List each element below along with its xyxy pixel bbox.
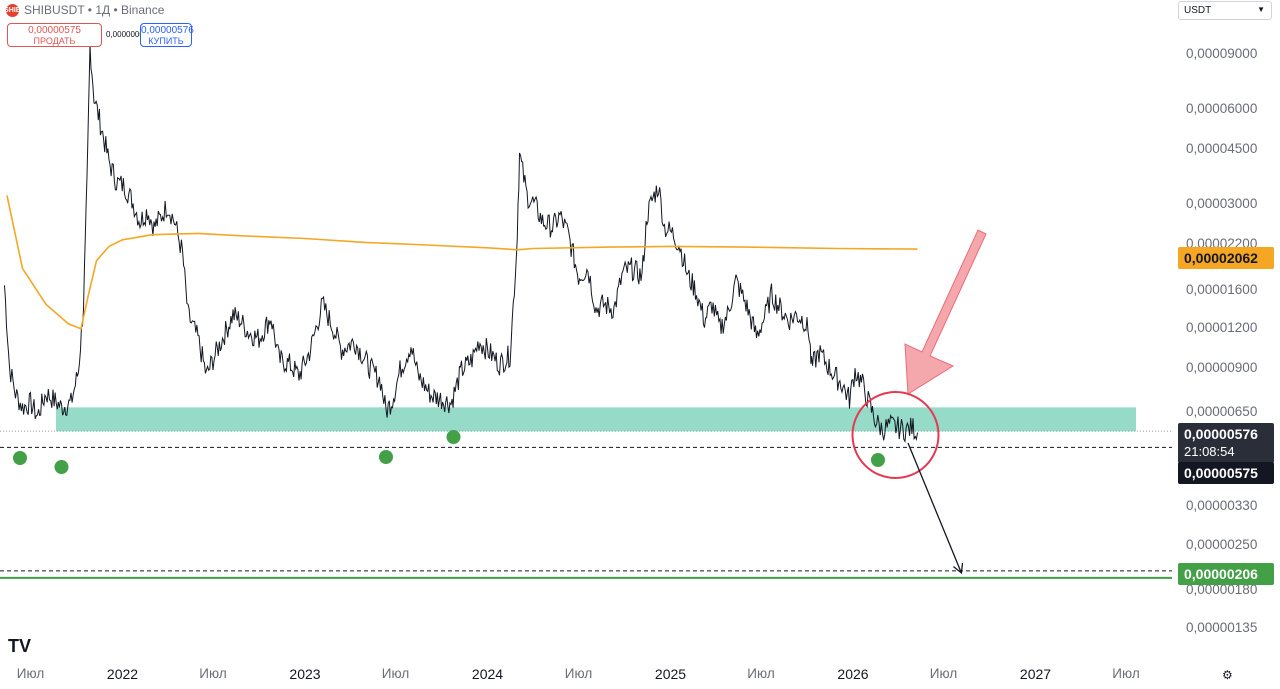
price-tick-label: 0,00000250 [1186, 537, 1258, 552]
price-tick-label: 0,00001200 [1186, 320, 1258, 335]
price-tick-label: 0,00000650 [1186, 404, 1258, 419]
bid-price-badge: 0,00000575 [1178, 462, 1274, 484]
currency-value: USDT [1184, 5, 1212, 16]
time-tick-label: Июл [1112, 666, 1140, 681]
currency-select[interactable]: USDT ▼ [1178, 1, 1272, 20]
settings-icon[interactable]: ⚙ [1222, 668, 1233, 682]
chevron-down-icon: ▼ [1257, 5, 1265, 14]
spread-value: 0,00000001 [106, 30, 149, 39]
time-tick-label: 2024 [471, 666, 504, 682]
ma-price-badge: 0,00002062 [1178, 247, 1274, 269]
moving-average-line[interactable] [6, 195, 918, 330]
low-marker[interactable] [54, 460, 69, 474]
price-axis[interactable]: 0,00009000 0,00006000 0,00004500 0,00003000… [1172, 0, 1280, 689]
time-tick-label: Июл [381, 666, 410, 681]
time-tick-label: Июл [199, 666, 227, 681]
low-marker[interactable] [379, 450, 393, 464]
time-tick-label: 2026 [837, 666, 869, 682]
low-marker[interactable] [871, 453, 885, 467]
last-price-badge: 0,00000576 21:08:54 [1178, 423, 1274, 463]
time-tick-label: Июл [929, 666, 958, 681]
symbol-line: SHIBUSDT • 1Д • Binance [24, 3, 165, 17]
price-tick-label: 0,00000900 [1186, 360, 1258, 375]
price-chart[interactable] [0, 0, 1172, 689]
price-tick-label: 0,00000180 [1186, 582, 1258, 597]
low-marker[interactable] [446, 430, 461, 444]
price-tick-label: 0,00003000 [1186, 196, 1258, 211]
target-price-badge: 0,00000206 [1178, 563, 1274, 585]
symbol-header[interactable]: SHIB SHIBUSDT • 1Д • Binance [4, 3, 165, 17]
tradingview-logo[interactable]: TV [8, 636, 32, 656]
sell-label: ПРОДАТЬ [33, 36, 76, 46]
time-tick-label: 2027 [1019, 666, 1052, 682]
projection-arrow[interactable] [907, 442, 961, 572]
time-tick-label: Июл [747, 666, 775, 681]
last-price: 0,00000576 [1184, 426, 1258, 442]
time-tick-label: 2023 [289, 666, 321, 682]
price-tick-label: 0,00004500 [1186, 141, 1258, 156]
support-zone[interactable] [56, 407, 1136, 432]
time-tick-label: 2025 [654, 666, 687, 682]
price-series-line[interactable] [4, 43, 918, 443]
buy-button[interactable]: 0,00000576 КУПИТЬ [140, 23, 194, 47]
price-tick-label: 0,00009000 [1186, 46, 1258, 61]
price-tick-label: 0,00000135 [1186, 620, 1258, 635]
sell-button[interactable]: 0,00000575 ПРОДАТЬ [7, 23, 102, 47]
price-tick-label: 0,00006000 [1186, 101, 1258, 116]
candle-countdown: 21:08:54 [1184, 444, 1235, 459]
shib-logo-icon: SHIB [4, 3, 21, 17]
low-marker[interactable] [13, 451, 27, 465]
sell-price: 0,00000575 [28, 25, 81, 36]
time-tick-label: Июл [16, 666, 45, 681]
time-tick-label: 2022 [106, 666, 139, 682]
pink-arrow-icon[interactable] [904, 229, 987, 395]
buy-price: 0,00000576 [141, 25, 194, 36]
price-tick-label: 0,00000330 [1186, 498, 1258, 513]
buy-label: КУПИТЬ [148, 36, 184, 46]
highlight-circle[interactable] [851, 391, 940, 479]
price-tick-label: 0,00001600 [1186, 282, 1258, 297]
time-tick-label: Июл [564, 666, 593, 681]
